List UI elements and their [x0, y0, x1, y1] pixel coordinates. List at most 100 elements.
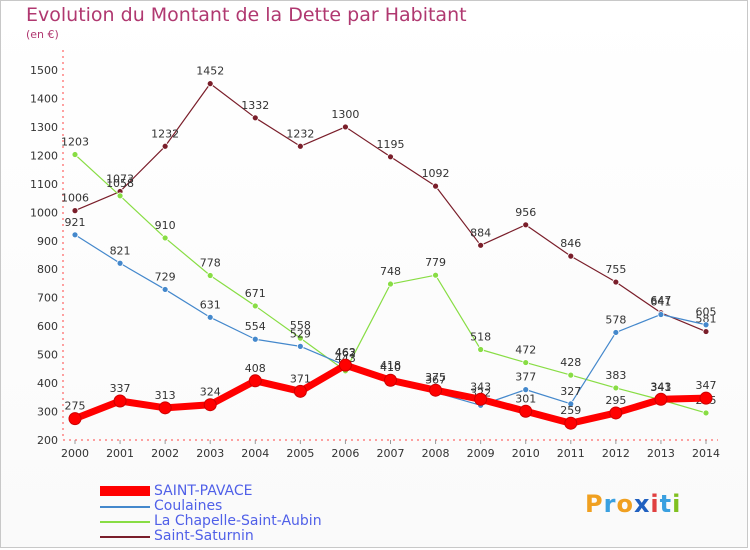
data-point-coulaines	[116, 259, 124, 267]
legend-label-coulaines: Coulaines	[154, 498, 223, 514]
proxiti-logo: Proxiti	[585, 490, 682, 518]
y-tick-label: 900	[37, 235, 58, 248]
x-tick-label: 2001	[106, 447, 134, 460]
data-label-saint-saturnin: 1452	[196, 65, 224, 78]
data-point-saint-pavace	[564, 416, 578, 430]
data-label-saint-saturnin: 846	[560, 237, 581, 250]
data-point-coulaines	[657, 311, 665, 318]
chart-subtitle: (en €)	[26, 28, 59, 41]
data-point-saint-pavace	[248, 374, 262, 388]
data-label-coulaines: 462	[335, 346, 356, 359]
data-point-saint-saturnin	[567, 252, 575, 260]
data-point-saint-saturnin	[161, 142, 169, 150]
data-label-la-chapelle-saint-aubin: 558	[290, 319, 311, 332]
data-label-la-chapelle-saint-aubin: 748	[380, 265, 401, 278]
data-label-saint-pavace: 375	[425, 371, 446, 384]
data-label-saint-pavace: 343	[470, 380, 491, 393]
legend-swatch-saint-pavace	[100, 486, 150, 496]
x-tick-label: 2013	[647, 447, 675, 460]
data-point-saint-pavace	[68, 412, 82, 426]
y-tick-label: 1400	[30, 92, 58, 105]
data-point-saint-saturnin	[71, 207, 79, 215]
data-label-saint-pavace: 371	[290, 372, 311, 385]
data-point-saint-pavace	[429, 383, 443, 397]
x-tick-label: 2003	[196, 447, 224, 460]
data-label-saint-saturnin: 1073	[106, 173, 134, 186]
data-point-coulaines	[71, 231, 79, 239]
legend-swatch-la-chapelle	[100, 521, 150, 523]
x-tick-label: 2009	[467, 447, 495, 460]
data-point-la-chapelle-saint-aubin	[612, 384, 620, 392]
data-label-saint-saturnin: 1195	[377, 138, 405, 151]
x-tick-label: 2014	[692, 447, 720, 460]
data-point-la-chapelle-saint-aubin	[477, 346, 485, 353]
data-point-saint-pavace	[699, 391, 713, 405]
data-label-saint-pavace: 347	[696, 379, 717, 392]
data-label-coulaines: 418	[380, 359, 401, 372]
y-tick-label: 1200	[30, 149, 58, 162]
data-point-la-chapelle-saint-aubin	[522, 359, 530, 366]
data-point-la-chapelle-saint-aubin	[71, 151, 79, 158]
data-point-saint-saturnin	[206, 80, 214, 88]
data-label-saint-pavace: 301	[515, 392, 536, 405]
data-point-saint-pavace	[384, 373, 397, 387]
x-tick-label: 2006	[331, 447, 359, 460]
series-line-saint-saturnin	[74, 83, 707, 333]
data-label-saint-saturnin: 1006	[61, 192, 89, 205]
data-label-coulaines: 367	[425, 373, 446, 386]
data-label-saint-saturnin: 755	[605, 263, 626, 276]
data-label-saint-saturnin: 581	[696, 313, 717, 326]
data-point-saint-saturnin	[702, 328, 710, 335]
data-label-saint-pavace: 324	[200, 386, 221, 399]
data-label-coulaines: 578	[605, 313, 626, 326]
data-point-saint-pavace	[654, 392, 668, 406]
data-label-saint-saturnin: 1332	[241, 99, 269, 112]
data-label-coulaines: 641	[650, 295, 671, 308]
x-tick-label: 2002	[151, 447, 179, 460]
data-label-la-chapelle-saint-aubin: 779	[425, 256, 446, 269]
data-label-saint-saturnin: 1232	[151, 127, 179, 140]
data-label-saint-saturnin: 1300	[331, 108, 359, 121]
data-point-saint-saturnin	[432, 182, 439, 190]
x-tick-label: 2000	[61, 447, 89, 460]
data-point-la-chapelle-saint-aubin	[432, 271, 439, 279]
data-label-la-chapelle-saint-aubin: 341	[650, 381, 671, 394]
data-label-coulaines: 921	[65, 216, 86, 229]
data-point-saint-saturnin	[612, 278, 620, 286]
data-label-la-chapelle-saint-aubin: 518	[470, 330, 491, 343]
data-point-la-chapelle-saint-aubin	[206, 272, 214, 279]
data-label-saint-pavace: 343	[650, 380, 671, 393]
data-point-saint-pavace	[474, 392, 488, 406]
data-point-saint-pavace	[158, 401, 172, 415]
data-label-la-chapelle-saint-aubin: 1203	[61, 136, 89, 149]
y-tick-label: 400	[37, 377, 58, 390]
data-label-la-chapelle-saint-aubin: 910	[155, 219, 176, 232]
data-label-la-chapelle-saint-aubin: 1058	[106, 177, 134, 190]
data-label-saint-saturnin: 647	[650, 294, 671, 307]
data-label-la-chapelle-saint-aubin: 778	[200, 256, 221, 269]
y-tick-label: 300	[37, 406, 58, 419]
data-point-coulaines	[296, 342, 304, 350]
data-point-saint-pavace	[113, 394, 127, 408]
data-label-la-chapelle-saint-aubin: 383	[605, 369, 626, 382]
data-label-coulaines: 729	[155, 270, 176, 283]
data-point-saint-saturnin	[342, 123, 349, 131]
data-point-coulaines	[161, 286, 169, 293]
data-label-coulaines: 327	[560, 385, 581, 398]
y-tick-label: 1500	[30, 64, 58, 77]
data-point-la-chapelle-saint-aubin	[116, 192, 124, 200]
data-label-saint-pavace: 410	[380, 361, 401, 374]
data-label-saint-pavace: 463	[335, 346, 356, 359]
x-tick-label: 2004	[241, 447, 269, 460]
data-point-coulaines	[567, 400, 575, 408]
data-point-la-chapelle-saint-aubin	[567, 371, 575, 379]
x-tick-label: 2012	[602, 447, 630, 460]
data-point-coulaines	[522, 386, 530, 394]
legend-label-la-chapelle: La Chapelle-Saint-Aubin	[154, 513, 322, 529]
data-label-coulaines: 631	[200, 298, 221, 311]
data-point-la-chapelle-saint-aubin	[161, 234, 169, 242]
y-tick-label: 1300	[30, 121, 58, 134]
data-point-saint-saturnin	[522, 221, 530, 229]
y-tick-label: 1000	[30, 206, 58, 219]
